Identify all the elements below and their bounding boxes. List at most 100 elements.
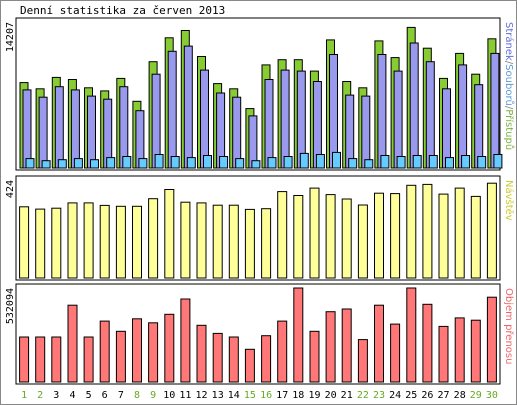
bar-panel2-day-20: [325, 194, 336, 279]
x-tick-label-15: 15: [244, 390, 256, 401]
panel1-ymax-label: 14207: [5, 22, 16, 52]
bar-panel3-day-15: [244, 348, 255, 383]
bar-panel3-day-2: [35, 336, 46, 383]
bar-panel3-day-20: [325, 311, 336, 383]
bar-panel2-day-4: [67, 202, 78, 279]
bar-panel3-day-29: [470, 319, 481, 383]
bar-panel2-day-19: [309, 187, 320, 279]
bar-souborů-day-3: [54, 86, 64, 169]
bar-panel3-day-11: [180, 298, 191, 383]
bar-souborů-day-23: [377, 54, 387, 169]
bar-stránek-day-6: [106, 157, 116, 169]
bar-souborů-day-26: [425, 61, 435, 169]
bar-panel2-day-16: [261, 208, 272, 279]
bar-stránek-day-20: [332, 151, 341, 169]
x-axis-labels: 1 2 3 4 5 6 7 8 9 10 11 12 13 14 15 16 17 18 19 20 21 22 23 24 2…: [21, 390, 498, 401]
bar-stránek-day-29: [477, 156, 487, 169]
bar-stránek-day-21: [348, 158, 358, 169]
bar-stránek-day-16: [267, 157, 277, 169]
bar-panel3-day-1: [19, 336, 30, 383]
bar-souborů-day-11: [183, 45, 193, 169]
bar-stránek-day-3: [57, 159, 67, 169]
bar-panel2-day-9: [148, 198, 159, 279]
bar-panel2-day-15: [244, 208, 255, 279]
x-tick-label-9: 9: [150, 390, 156, 401]
bar-stránek-day-19: [315, 154, 325, 169]
bar-panel3-day-21: [341, 308, 352, 383]
bar-panel2-day-27: [438, 193, 449, 279]
bar-panel3-day-5: [83, 336, 94, 383]
bar-stránek-day-26: [428, 155, 438, 169]
bar-stránek-day-27: [445, 157, 454, 169]
bar-souborů-day-30: [490, 52, 500, 169]
x-tick-label-18: 18: [292, 390, 304, 401]
x-tick-label-14: 14: [228, 390, 240, 401]
x-tick-label-19: 19: [308, 390, 320, 401]
bar-panel3-day-28: [454, 317, 465, 383]
bar-souborů-day-29: [474, 84, 484, 169]
x-tick-label-10: 10: [163, 390, 175, 401]
bar-panel3-day-3: [51, 336, 62, 383]
bar-panel2-day-29: [470, 195, 481, 279]
panel-frame-traffic: [15, 283, 501, 385]
bar-panel2-day-17: [277, 191, 288, 279]
bar-souborů-day-1: [22, 89, 32, 169]
bar-panel3-day-17: [277, 320, 288, 383]
bar-stránek-day-11: [186, 157, 196, 169]
bar-souborů-day-17: [280, 69, 290, 169]
bar-souborů-day-9: [151, 73, 161, 169]
panel3-legend: Objem přenosu: [503, 288, 515, 364]
x-tick-label-3: 3: [53, 390, 59, 401]
bar-panel2-day-23: [374, 192, 384, 279]
bar-panel3-day-16: [261, 335, 272, 383]
bar-souborů-day-24: [393, 70, 403, 169]
bar-souborů-day-20: [329, 54, 338, 169]
legend-sep-2: /: [503, 106, 514, 110]
bar-souborů-day-4: [70, 89, 80, 169]
bar-souborů-day-28: [458, 64, 468, 169]
x-tick-label-4: 4: [69, 390, 75, 401]
bar-panel2-day-6: [99, 204, 110, 279]
bar-panel2-day-1: [19, 206, 30, 279]
bar-stránek-day-2: [41, 160, 51, 169]
bar-panel2-day-8: [132, 205, 142, 279]
bar-panel3-day-18: [293, 287, 304, 383]
bar-panel3-day-23: [374, 304, 384, 383]
x-tick-label-29: 29: [470, 390, 482, 401]
bar-panel2-day-3: [51, 207, 62, 279]
bar-stránek-day-25: [412, 155, 422, 169]
x-tick-label-21: 21: [341, 390, 353, 401]
bar-panel3-day-22: [357, 339, 368, 383]
x-tick-label-11: 11: [179, 390, 191, 401]
bar-souborů-day-7: [119, 86, 129, 169]
bar-panel2-day-30: [486, 182, 497, 279]
bar-panel2-day-22: [357, 204, 368, 279]
bar-stránek-day-18: [299, 152, 309, 169]
x-tick-label-23: 23: [373, 390, 385, 401]
x-tick-label-27: 27: [437, 390, 449, 401]
x-tick-label-1: 1: [21, 390, 27, 401]
bar-stránek-day-8: [138, 158, 148, 169]
bar-stránek-day-12: [203, 155, 212, 169]
bar-souborů-day-16: [264, 79, 274, 169]
x-tick-label-20: 20: [325, 390, 337, 401]
bar-panel3-day-27: [438, 325, 449, 383]
legend-pages: Stránek: [503, 22, 515, 61]
bar-stránek-day-13: [219, 156, 229, 169]
bar-panel2-day-10: [164, 189, 175, 279]
panel2-legend: Návštěv: [503, 180, 515, 221]
bar-panel3-day-9: [148, 322, 159, 383]
bar-panel2-day-5: [83, 202, 94, 279]
bar-panel2-day-7: [115, 205, 126, 279]
legend-sep-1: /: [503, 61, 514, 65]
panel1-legend: Stránek/Souborů/Přístupů: [503, 22, 515, 150]
bar-stránek-day-24: [396, 156, 406, 169]
bar-souborů-day-12: [200, 69, 209, 169]
x-tick-label-13: 13: [212, 390, 224, 401]
x-tick-label-5: 5: [86, 390, 92, 401]
bar-panel2-day-25: [406, 184, 417, 279]
x-tick-label-17: 17: [276, 390, 288, 401]
bar-souborů-day-10: [167, 50, 177, 169]
